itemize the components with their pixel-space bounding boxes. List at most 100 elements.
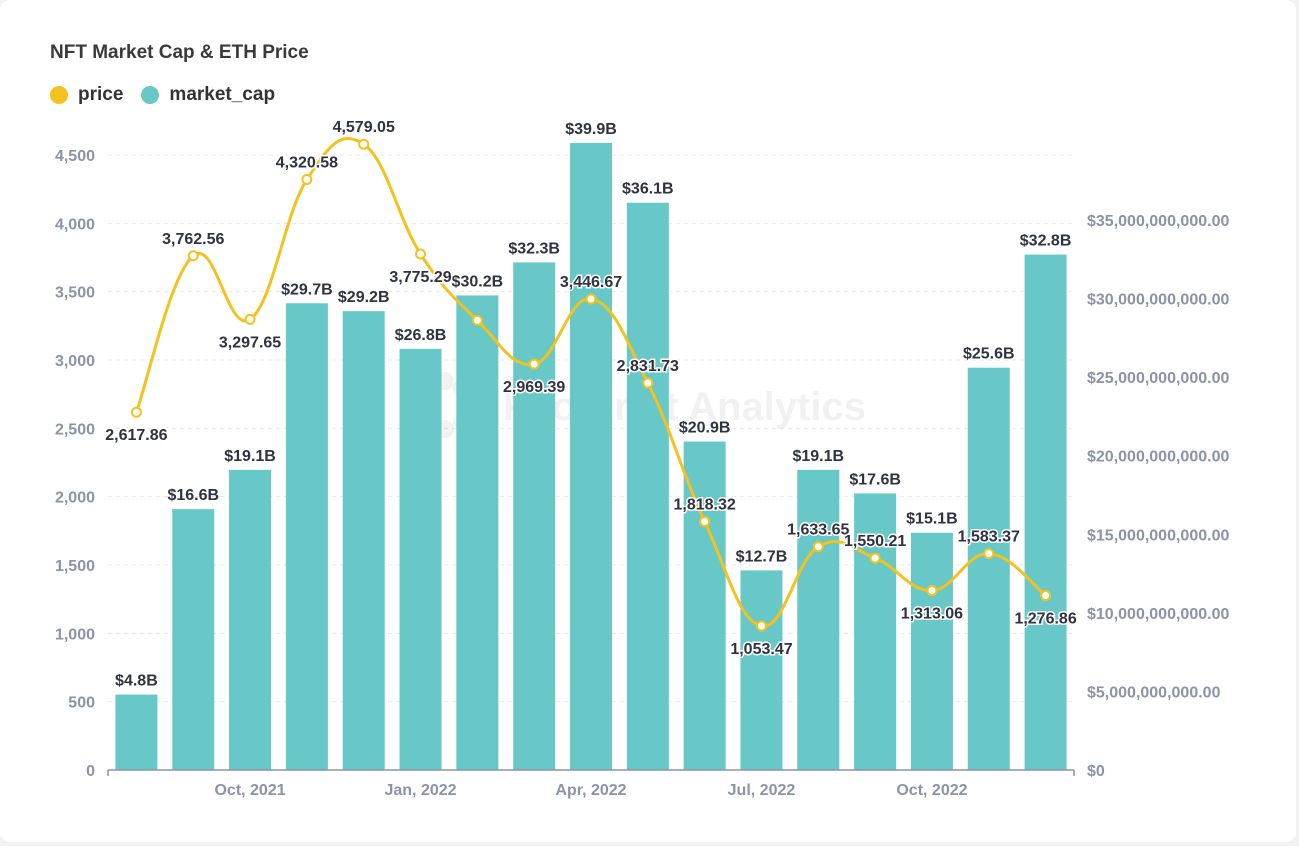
right-axis-tick-label: $0 — [1087, 763, 1105, 780]
x-axis-tick-label: Oct, 2022 — [896, 782, 967, 799]
bar-data-label: $26.8B — [395, 327, 447, 344]
price-data-label: 4,320.58 — [276, 155, 338, 172]
left-axis-tick-label: 4,500 — [55, 148, 95, 165]
legend-item-price[interactable]: price — [50, 84, 123, 106]
price-point — [812, 541, 824, 553]
bar-market-cap — [683, 441, 726, 770]
price-point — [130, 406, 142, 418]
price-point — [755, 620, 767, 632]
right-axis-tick-label: $5,000,000,000.00 — [1087, 684, 1221, 701]
x-axis-tick-label: Jul, 2022 — [728, 782, 796, 799]
left-axis-tick-label: 1,000 — [55, 626, 95, 643]
bar-market-cap — [229, 469, 272, 770]
bar-market-cap — [570, 143, 612, 770]
left-axis-tick-label: 2,000 — [55, 490, 95, 507]
price-point — [187, 250, 199, 262]
bar-data-label: $15.1B — [906, 511, 958, 528]
bar-data-label: $19.1B — [792, 448, 844, 465]
price-point — [301, 174, 313, 186]
bar-data-label: $39.9B — [565, 121, 617, 138]
left-axis-tick-label: 3,500 — [55, 285, 95, 302]
price-point — [983, 548, 995, 560]
bar-data-label: $32.3B — [508, 240, 560, 257]
price-data-label: 2,617.86 — [105, 427, 167, 444]
price-data-label: 1,633.65 — [787, 522, 849, 539]
left-axis-tick-label: 4,000 — [55, 216, 95, 233]
bar-market-cap — [513, 262, 556, 770]
price-data-label: 3,297.65 — [219, 334, 281, 351]
price-data-label: 1,313.06 — [901, 606, 963, 623]
price-data-label: 4,579.05 — [333, 119, 395, 136]
price-point — [699, 515, 711, 527]
price-data-label: 1,583.37 — [958, 529, 1020, 546]
bar-data-label: $29.7B — [281, 281, 333, 298]
price-point — [244, 313, 256, 325]
price-data-label: 2,831.73 — [617, 358, 679, 375]
price-point — [415, 248, 427, 260]
right-axis-tick-label: $15,000,000,000.00 — [1087, 527, 1229, 544]
bar-data-label: $29.2B — [338, 289, 390, 306]
bar-market-cap — [967, 367, 1010, 770]
bar-data-label: $12.7B — [736, 548, 788, 565]
price-point — [1040, 589, 1052, 601]
bar-data-label: $32.8B — [1020, 233, 1072, 250]
legend-label-market-cap: market_cap — [169, 84, 276, 105]
bar-data-label: $20.9B — [679, 420, 731, 437]
bar-data-label: $25.6B — [963, 346, 1015, 363]
x-axis-tick-label: Oct, 2021 — [214, 782, 285, 799]
left-axis-tick-label: 3,000 — [55, 353, 95, 370]
price-data-label: 3,762.56 — [162, 231, 224, 248]
price-point — [642, 377, 654, 389]
bar-data-label: $16.6B — [167, 487, 219, 504]
bar-data-label: $36.1B — [622, 181, 674, 198]
right-axis-tick-label: $10,000,000,000.00 — [1087, 606, 1229, 623]
legend-item-market-cap[interactable]: market_cap — [141, 84, 275, 106]
price-data-label: 3,775.29 — [389, 269, 451, 286]
bar-market-cap — [797, 469, 840, 770]
right-axis-tick-label: $20,000,000,000.00 — [1087, 449, 1229, 466]
x-axis-tick-label: Apr, 2022 — [555, 782, 626, 799]
bar-data-label: $17.6B — [849, 471, 901, 488]
bar-data-label: $4.8B — [115, 673, 158, 690]
right-axis-tick-label: $35,000,000,000.00 — [1087, 213, 1229, 230]
x-axis-tick-label: Jan, 2022 — [384, 782, 456, 799]
bar-data-label: $19.1B — [224, 448, 276, 465]
bar-market-cap — [1024, 254, 1067, 771]
right-axis-tick-label: $25,000,000,000.00 — [1087, 370, 1229, 387]
left-axis-tick-label: 1,500 — [55, 558, 95, 575]
bar-market-cap — [854, 493, 897, 770]
price-data-label: 1,550.21 — [844, 533, 906, 550]
bar-market-cap — [456, 295, 499, 770]
bar-market-cap — [740, 570, 783, 770]
price-data-label: 1,818.32 — [674, 496, 736, 513]
watermark-text: Footprint Analytics — [503, 385, 866, 429]
bar-market-cap — [399, 348, 442, 770]
chart-legend: price market_cap — [50, 84, 293, 106]
price-data-label: 1,053.47 — [730, 641, 792, 658]
bar-market-cap — [626, 202, 669, 770]
price-point — [926, 585, 938, 597]
price-point — [585, 293, 597, 305]
price-data-label: 2,969.39 — [503, 379, 565, 396]
price-data-label: 3,446.67 — [560, 274, 622, 291]
price-point — [358, 138, 370, 150]
legend-label-price: price — [78, 84, 124, 105]
bar-market-cap — [910, 532, 953, 770]
chart-title: NFT Market Cap & ETH Price — [50, 42, 309, 63]
right-axis-tick-label: $30,000,000,000.00 — [1087, 292, 1229, 309]
bar-data-label: $30.2B — [452, 273, 504, 290]
legend-dot-price — [50, 86, 68, 104]
bar-market-cap — [172, 509, 215, 770]
price-data-label: 1,276.86 — [1014, 610, 1076, 627]
legend-dot-market-cap — [141, 86, 160, 104]
left-axis-tick-label: 2,500 — [55, 421, 95, 438]
price-point — [528, 358, 540, 370]
price-point — [471, 314, 483, 326]
bar-market-cap — [342, 311, 385, 770]
left-axis-tick-label: 0 — [86, 763, 95, 780]
price-point — [869, 552, 881, 564]
left-axis-tick-label: 500 — [68, 695, 95, 712]
bar-market-cap — [115, 694, 158, 770]
